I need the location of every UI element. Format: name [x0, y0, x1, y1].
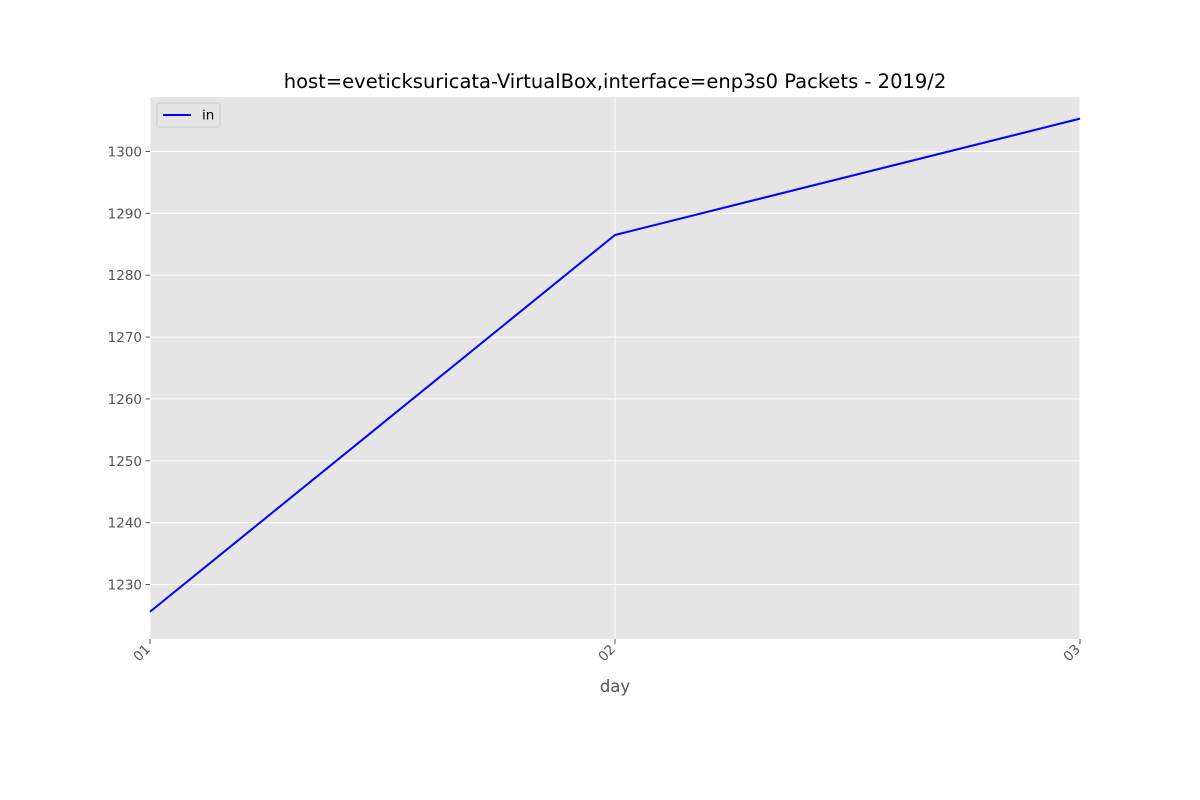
chart-title: host=eveticksuricata-VirtualBox,interfac… [284, 70, 947, 93]
legend-label: in [202, 108, 214, 124]
y-tick-label: 1290 [108, 206, 142, 222]
y-tick-label: 1300 [108, 144, 142, 160]
y-tick-label: 1270 [108, 330, 142, 346]
y-tick-label: 1280 [108, 268, 142, 284]
y-tick-label: 1250 [108, 454, 142, 470]
legend: in [156, 102, 221, 128]
y-tick-label: 1260 [108, 392, 142, 408]
y-tick-label: 1230 [108, 578, 142, 594]
y-tick-label: 1240 [108, 516, 142, 532]
series-line-in [149, 117, 1081, 613]
x-axis-label: day [600, 677, 631, 696]
